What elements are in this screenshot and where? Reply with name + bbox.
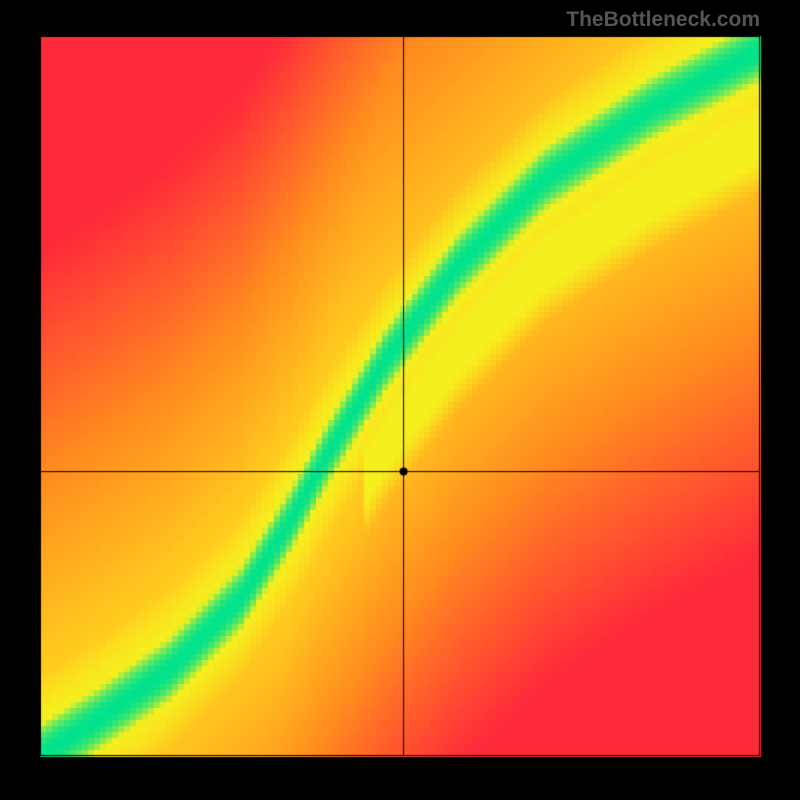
watermark-text: TheBottleneck.com xyxy=(566,8,760,32)
chart-container: TheBottleneck.com xyxy=(0,0,800,800)
bottleneck-heatmap xyxy=(0,0,800,800)
